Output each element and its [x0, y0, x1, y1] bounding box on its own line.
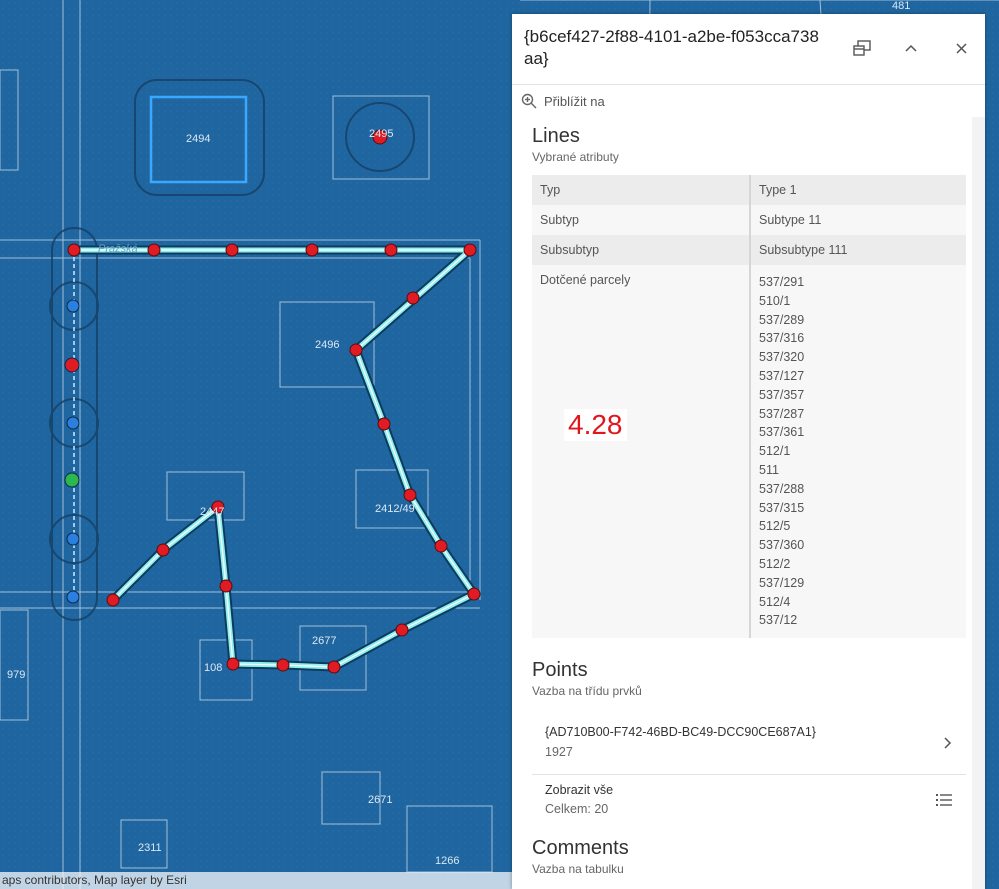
popup-title: {b6cef427-2f88-4101-a2be-f053cca738aa}	[524, 27, 819, 68]
attribute-value: Type 1	[750, 175, 966, 205]
attribute-key: Subtyp	[532, 205, 751, 235]
parcel-label: 979	[7, 669, 25, 681]
attribute-value: Subsubtype 111	[750, 235, 966, 265]
parcel-item: 512/1	[759, 444, 791, 459]
parcel-item: 512/4	[759, 594, 791, 609]
table-row: Subsubtyp Subsubtype 111	[532, 235, 966, 265]
popup-content[interactable]: Lines Vybrané atributy Typ Type 1 Subtyp…	[512, 117, 985, 889]
attribute-key: Typ	[532, 175, 751, 205]
parcel-item: 537/316	[759, 331, 805, 346]
lines-section-subtitle: Vybrané atributy	[532, 150, 619, 164]
parcel-label: 2677	[312, 635, 336, 647]
parcel-list: 537/291 510/1 537/289 537/316 537/320 53…	[759, 273, 958, 630]
feature-popup-panel: {b6cef427-2f88-4101-a2be-f053cca738aa} P…	[512, 14, 985, 889]
chevron-right-icon	[944, 737, 952, 749]
table-row: Subtyp Subtype 11	[532, 205, 966, 235]
parcel-label: 481	[892, 0, 910, 12]
map-attribution: aps contributors, Map layer by Esri	[0, 872, 512, 889]
attribute-key: Dotčené parcely	[532, 265, 751, 639]
street-label: Pražská	[98, 243, 138, 255]
list-icon	[936, 794, 952, 806]
parcel-label: 2671	[368, 794, 392, 806]
parcel-label: 2494	[186, 133, 210, 145]
show-all-button[interactable]: Zobrazit vše Celkem: 20	[532, 775, 966, 823]
lines-section-title: Lines	[532, 125, 580, 147]
parcel-label: 2412/49	[375, 503, 415, 515]
parcel-item: 537/289	[759, 312, 805, 327]
collapse-button[interactable]	[897, 34, 925, 62]
attribute-key: Subsubtyp	[532, 235, 751, 265]
parcel-item: 537/320	[759, 350, 805, 365]
comments-section-subtitle: Vazba na tabulku	[532, 862, 624, 876]
show-all-label: Zobrazit vše	[545, 783, 614, 797]
point-features[interactable]	[64, 299, 80, 604]
attributes-table: Typ Type 1 Subtyp Subtype 11 Subsubtyp S…	[532, 175, 966, 639]
parcel-item: 537/361	[759, 425, 805, 440]
polyline-vertices[interactable]	[67, 129, 481, 674]
related-point-value: 1927	[545, 745, 573, 759]
parcel-label: 2496	[315, 339, 339, 351]
parcel-item: 537/287	[759, 406, 805, 421]
parcel-item: 537/315	[759, 500, 805, 515]
attribute-value: Subtype 11	[750, 205, 966, 235]
related-point-id: {AD710B00-F742-46BD-BC49-DCC90CE687A1}	[545, 725, 816, 739]
parcel-item: 537/127	[759, 368, 805, 383]
scrollbar[interactable]	[972, 117, 985, 889]
table-row: Typ Type 1	[532, 175, 966, 205]
total-count: Celkem: 20	[545, 802, 609, 816]
parcel-label: 2495	[369, 128, 393, 140]
parcel-item: 537/12	[759, 613, 798, 628]
parcel-item: 511	[759, 462, 779, 477]
zoom-to-button[interactable]: Přiblížit na	[512, 85, 985, 118]
table-row: Dotčené parcely 537/291 510/1 537/289 53…	[532, 265, 966, 639]
parcel-item: 512/5	[759, 519, 791, 534]
dock-button[interactable]	[848, 34, 876, 62]
chevron-up-icon	[905, 44, 917, 52]
parcel-item: 537/357	[759, 387, 805, 402]
parcel-item: 537/288	[759, 481, 805, 496]
dock-icon	[853, 40, 871, 56]
comments-section-title: Comments	[532, 837, 629, 859]
parcel-label: 2447	[200, 506, 224, 518]
points-section-title: Points	[532, 659, 588, 681]
parcel-label: 1266	[435, 855, 459, 867]
zoom-to-label: Přiblížit na	[544, 93, 605, 109]
parcel-label: 2311	[138, 842, 162, 854]
parcel-item: 537/291	[759, 275, 805, 289]
popup-header: {b6cef427-2f88-4101-a2be-f053cca738aa}	[512, 14, 985, 85]
highlight-value: 4.28	[564, 409, 627, 441]
close-icon	[955, 42, 967, 54]
close-button[interactable]	[947, 34, 975, 62]
parcel-item: 537/129	[759, 575, 805, 590]
parcel-item: 510/1	[759, 293, 791, 308]
related-point-item[interactable]: {AD710B00-F742-46BD-BC49-DCC90CE687A1} 1…	[532, 712, 966, 775]
parcel-item: 512/2	[759, 556, 791, 571]
attribute-value: 537/291 510/1 537/289 537/316 537/320 53…	[750, 265, 966, 639]
parcel-item: 537/360	[759, 538, 805, 553]
building-2494[interactable]	[149, 95, 248, 184]
parcel-label: 108	[204, 662, 222, 674]
zoom-in-icon	[521, 93, 537, 109]
points-section-subtitle: Vazba na třídu prvků	[532, 684, 642, 698]
